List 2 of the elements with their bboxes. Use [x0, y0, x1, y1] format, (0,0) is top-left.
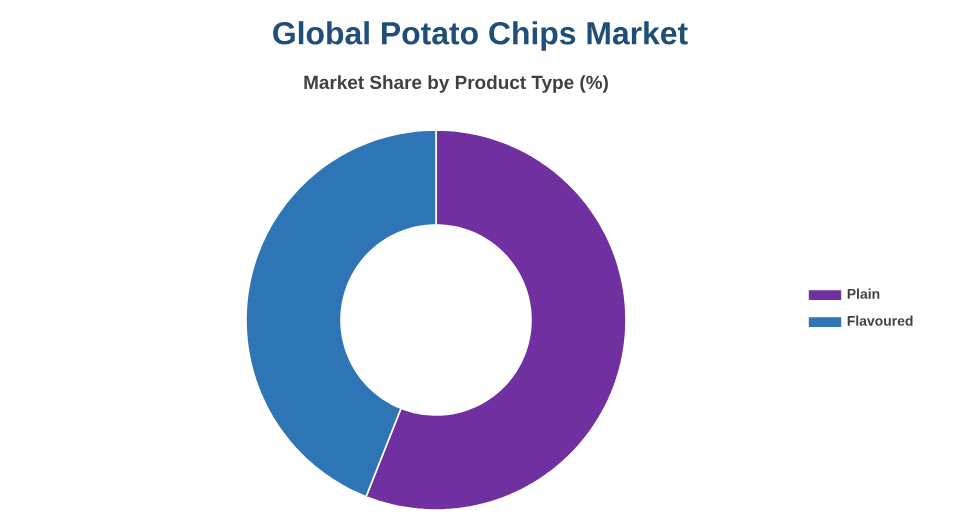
chart-subtitle: Market Share by Product Type (%) [304, 75, 608, 93]
chart-title: Global Potato Chips Market [273, 21, 688, 51]
